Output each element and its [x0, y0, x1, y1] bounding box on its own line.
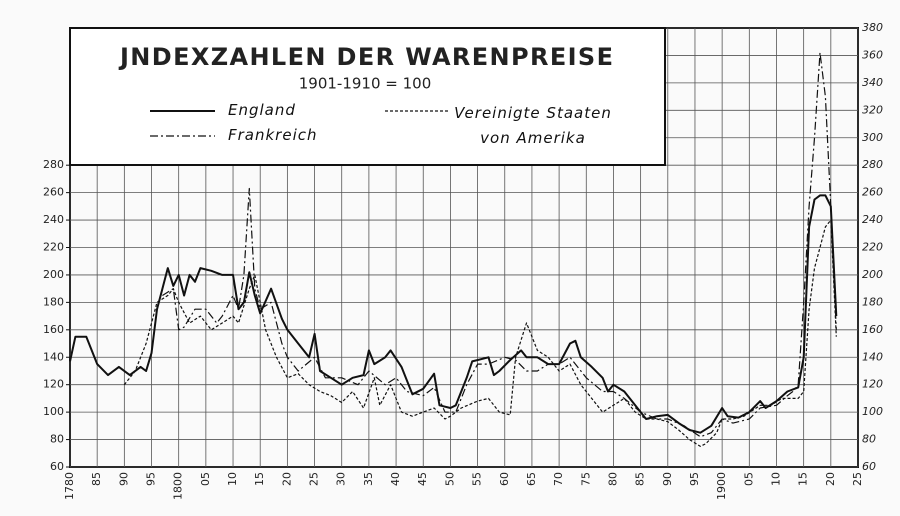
- y-tick-label: 260: [43, 186, 64, 199]
- chart-subtitle: 1901-1910 = 100: [299, 75, 432, 93]
- x-tick-label: 05: [199, 472, 212, 486]
- x-tick-label: 35: [362, 472, 375, 486]
- data-line: [162, 52, 837, 438]
- x-tick-label: 1800: [172, 472, 185, 500]
- y-tick-label: 280: [43, 158, 64, 171]
- y2-tick-label: 320: [862, 103, 883, 116]
- x-tick-label: 50: [443, 472, 456, 486]
- y-tick-label: 220: [43, 241, 64, 254]
- legend-box: [69, 27, 666, 166]
- x-tick-label: 45: [416, 472, 429, 486]
- x-tick-label: 10: [226, 472, 239, 486]
- legend-label: Frankreich: [228, 126, 318, 144]
- y-tick-label: 60: [50, 460, 64, 473]
- x-tick-label: 60: [498, 472, 511, 486]
- y2-tick-label: 200: [862, 268, 883, 281]
- y2-tick-label: 380: [862, 21, 883, 34]
- y2-tick-label: 340: [862, 76, 883, 89]
- x-tick-label: 90: [661, 472, 674, 486]
- y-tick-label: 180: [43, 295, 64, 308]
- y2-tick-label: 100: [862, 405, 883, 418]
- y-tick-label: 100: [43, 405, 64, 418]
- data-line: [123, 219, 837, 447]
- y2-tick-label: 120: [862, 378, 883, 391]
- x-tick-label: 90: [117, 472, 130, 486]
- y-tick-label: 240: [43, 213, 64, 226]
- y2-tick-label: 360: [862, 48, 883, 61]
- x-tick-label: 25: [851, 472, 864, 486]
- x-tick-label: 70: [552, 472, 565, 486]
- y2-tick-label: 260: [862, 186, 883, 199]
- y2-tick-label: 140: [862, 350, 883, 363]
- x-tick-label: 40: [389, 472, 402, 486]
- x-tick-label: 15: [253, 472, 266, 486]
- y2-tick-label: 280: [862, 158, 883, 171]
- y2-tick-label: 220: [862, 241, 883, 254]
- y2-tick-label: 240: [862, 213, 883, 226]
- y-tick-label: 140: [43, 350, 64, 363]
- x-tick-label: 1900: [715, 472, 728, 500]
- legend-label: Vereinigte Staaten von Amerika: [454, 104, 612, 147]
- y2-tick-label: 300: [862, 131, 883, 144]
- x-tick-label: 05: [742, 472, 755, 486]
- data-line: [69, 194, 838, 434]
- x-tick-label: 55: [471, 472, 484, 486]
- chart-title: JNDEXZAHLEN DER WARENPREISE: [118, 43, 615, 71]
- x-tick-label: 95: [145, 472, 158, 486]
- x-tick-label: 75: [579, 472, 592, 486]
- x-tick-label: 20: [824, 472, 837, 486]
- y2-tick-label: 180: [862, 295, 883, 308]
- y2-tick-label: 160: [862, 323, 883, 336]
- legend-label: England: [228, 101, 296, 119]
- x-tick-label: 30: [335, 472, 348, 486]
- y-tick-label: 160: [43, 323, 64, 336]
- x-tick-label: 80: [606, 472, 619, 486]
- x-tick-label: 65: [525, 472, 538, 486]
- y-tick-label: 80: [50, 433, 64, 446]
- x-tick-label: 25: [308, 472, 321, 486]
- lines: [69, 52, 838, 447]
- y2-tick-label: 80: [862, 433, 876, 446]
- y-tick-label: 120: [43, 378, 64, 391]
- x-tick-label: 95: [688, 472, 701, 486]
- x-tick-label: 1780: [63, 472, 76, 500]
- x-tick-label: 15: [797, 472, 810, 486]
- x-tick-label: 85: [634, 472, 647, 486]
- y-tick-label: 200: [43, 268, 64, 281]
- x-tick-label: 85: [90, 472, 103, 486]
- x-tick-label: 10: [769, 472, 782, 486]
- x-tick-label: 20: [280, 472, 293, 486]
- y2-tick-label: 60: [862, 460, 876, 473]
